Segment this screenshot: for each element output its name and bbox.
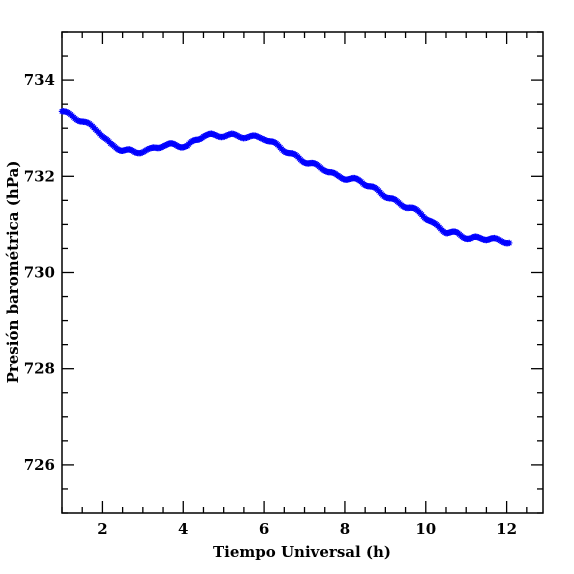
axis-ticks [61,31,543,514]
x-tick-label: 6 [259,520,269,538]
x-tick-label: 2 [97,520,107,538]
x-tick-label: 10 [415,520,436,538]
y-tick-label: 730 [24,264,55,282]
x-axis-label: Tiempo Universal (h) [213,543,391,561]
y-tick-label: 726 [24,456,55,474]
y-tick-label: 732 [24,167,55,185]
data-points [58,108,513,247]
y-tick-label: 734 [24,71,55,89]
y-axis-label: Presión barométrica (hPa) [4,161,22,384]
tick-labels: 2 4 6 8 10 12 726 728 730 732 734 [24,71,517,538]
data-point [213,132,221,140]
data-point [221,133,228,140]
plot-frame [61,31,544,514]
y-tick-label: 728 [24,360,55,378]
x-tick-label: 12 [496,520,517,538]
x-tick-label: 8 [340,520,350,538]
data-point [505,239,513,247]
data-point [244,134,252,141]
x-tick-label: 4 [178,520,188,538]
